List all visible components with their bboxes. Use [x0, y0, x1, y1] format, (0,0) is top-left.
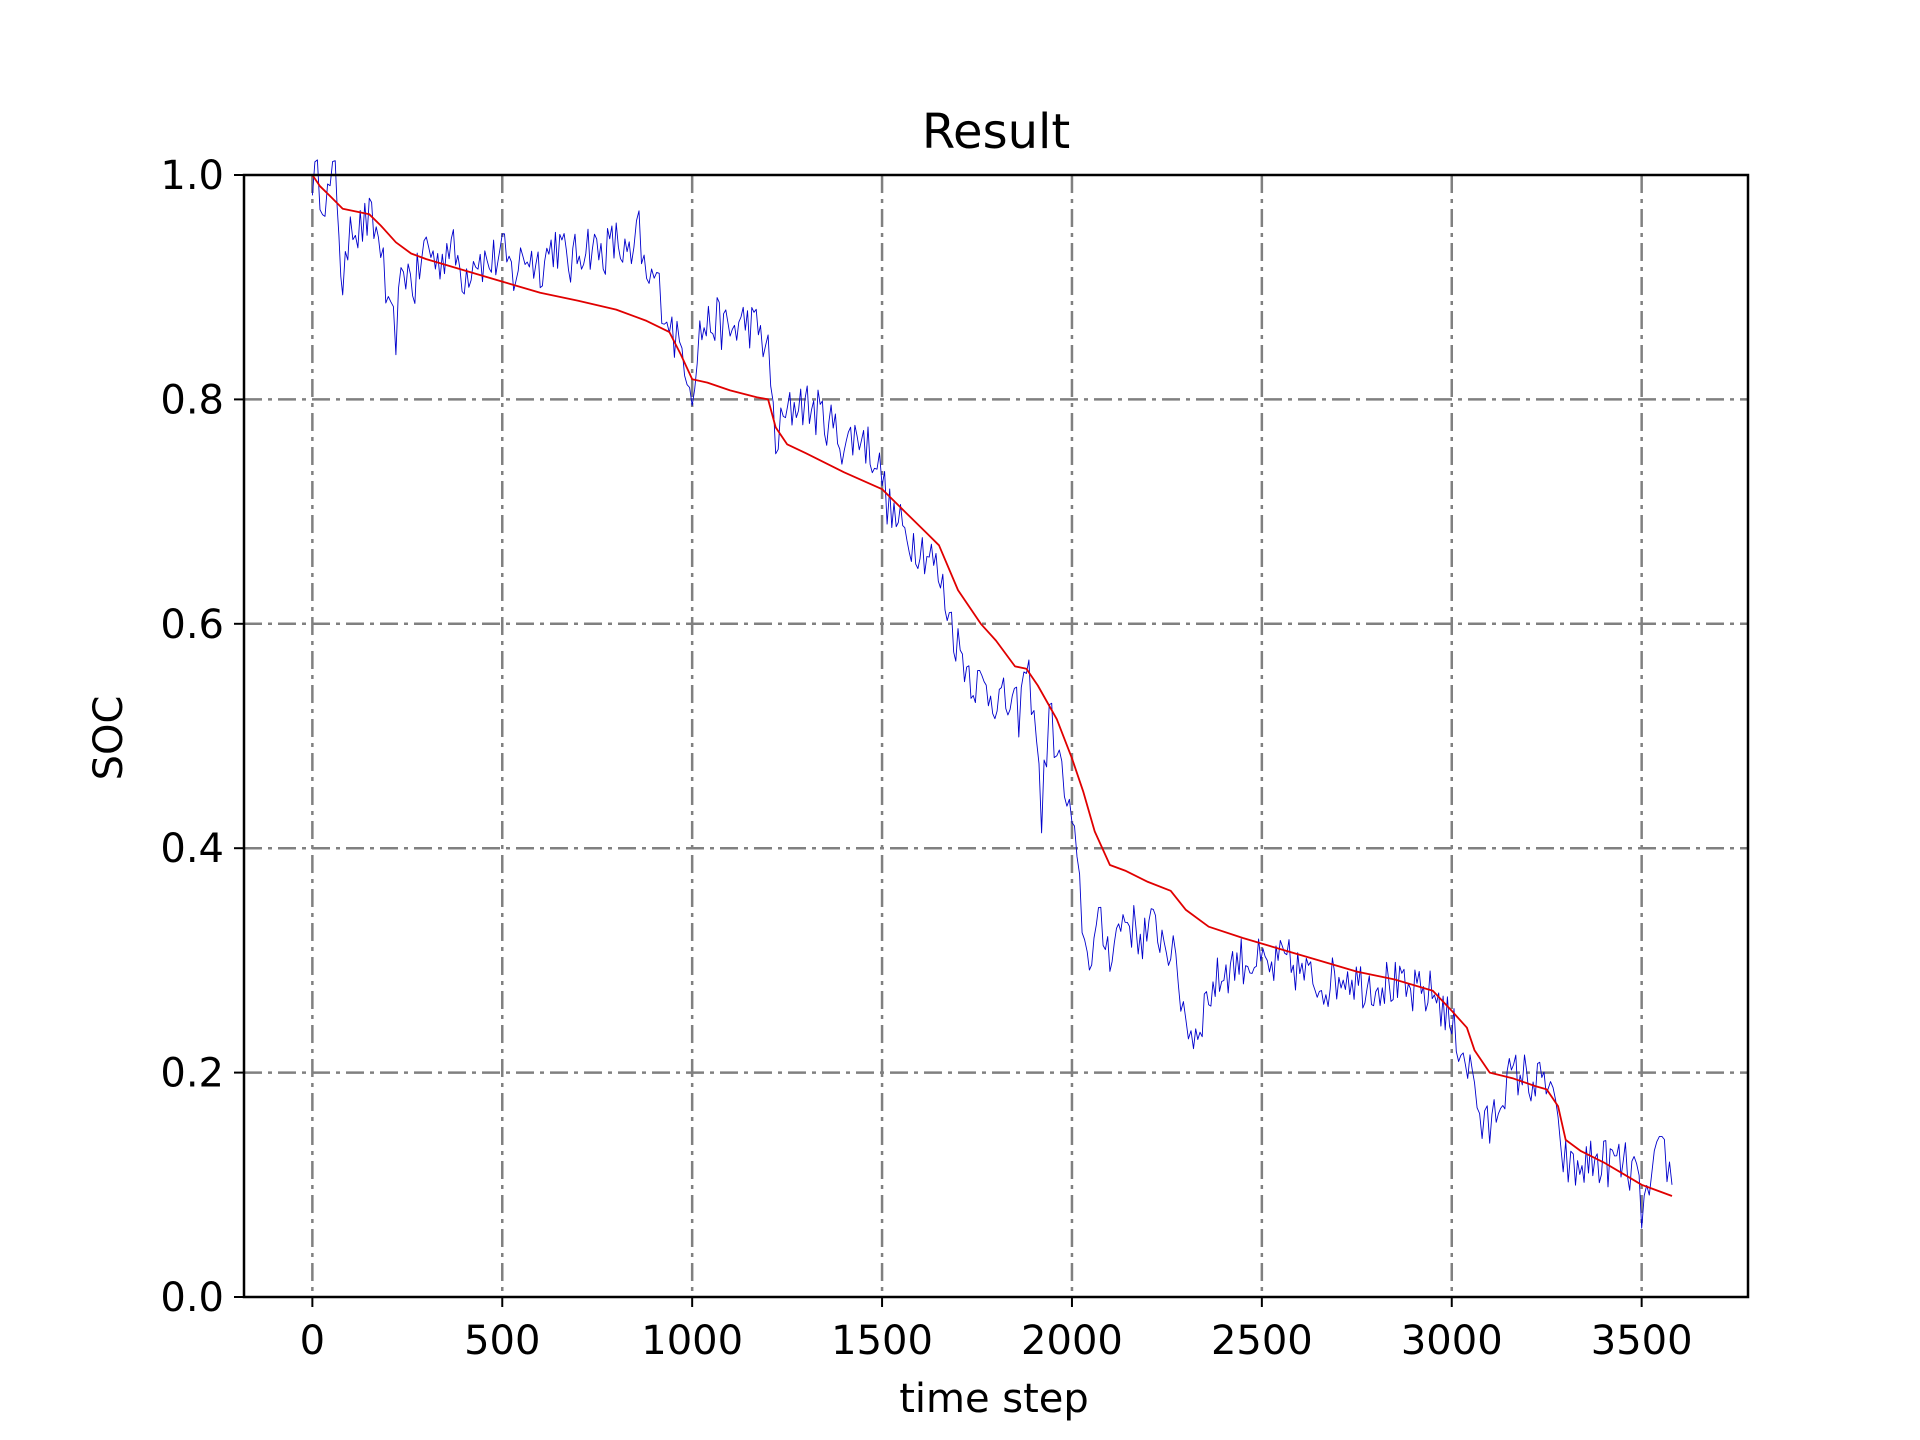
series-line-1 [311, 174, 1673, 1197]
chart-title: Result [922, 104, 1070, 160]
series-layer [311, 159, 1673, 1229]
series-line-0 [311, 159, 1673, 1229]
y-tick-label: 0.8 [160, 377, 224, 423]
x-tick-label: 1500 [831, 1318, 933, 1364]
x-tick-label: 0 [300, 1318, 325, 1364]
grid [244, 175, 1748, 1297]
y-tick-label: 0.0 [160, 1275, 224, 1321]
x-axis-label: time step [899, 1376, 1089, 1422]
x-tick-label: 3500 [1591, 1318, 1693, 1364]
y-tick-label: 1.0 [160, 153, 224, 199]
y-tick-label: 0.6 [160, 602, 224, 648]
x-tick-label: 3000 [1401, 1318, 1503, 1364]
x-tick-label: 500 [464, 1318, 540, 1364]
plot-frame [242, 173, 1750, 1299]
y-axis-label: SOC [86, 696, 132, 781]
y-tick-label: 0.4 [160, 826, 224, 872]
x-ticks: 0 500 1000 1500 2000 2500 3000 3500 [300, 1297, 1693, 1364]
x-tick-label: 2500 [1211, 1318, 1313, 1364]
y-tick-label: 0.2 [160, 1051, 224, 1097]
y-ticks: 0.0 0.2 0.4 0.6 0.8 1.0 [160, 153, 244, 1321]
x-tick-label: 1000 [641, 1318, 743, 1364]
x-tick-label: 2000 [1021, 1318, 1123, 1364]
